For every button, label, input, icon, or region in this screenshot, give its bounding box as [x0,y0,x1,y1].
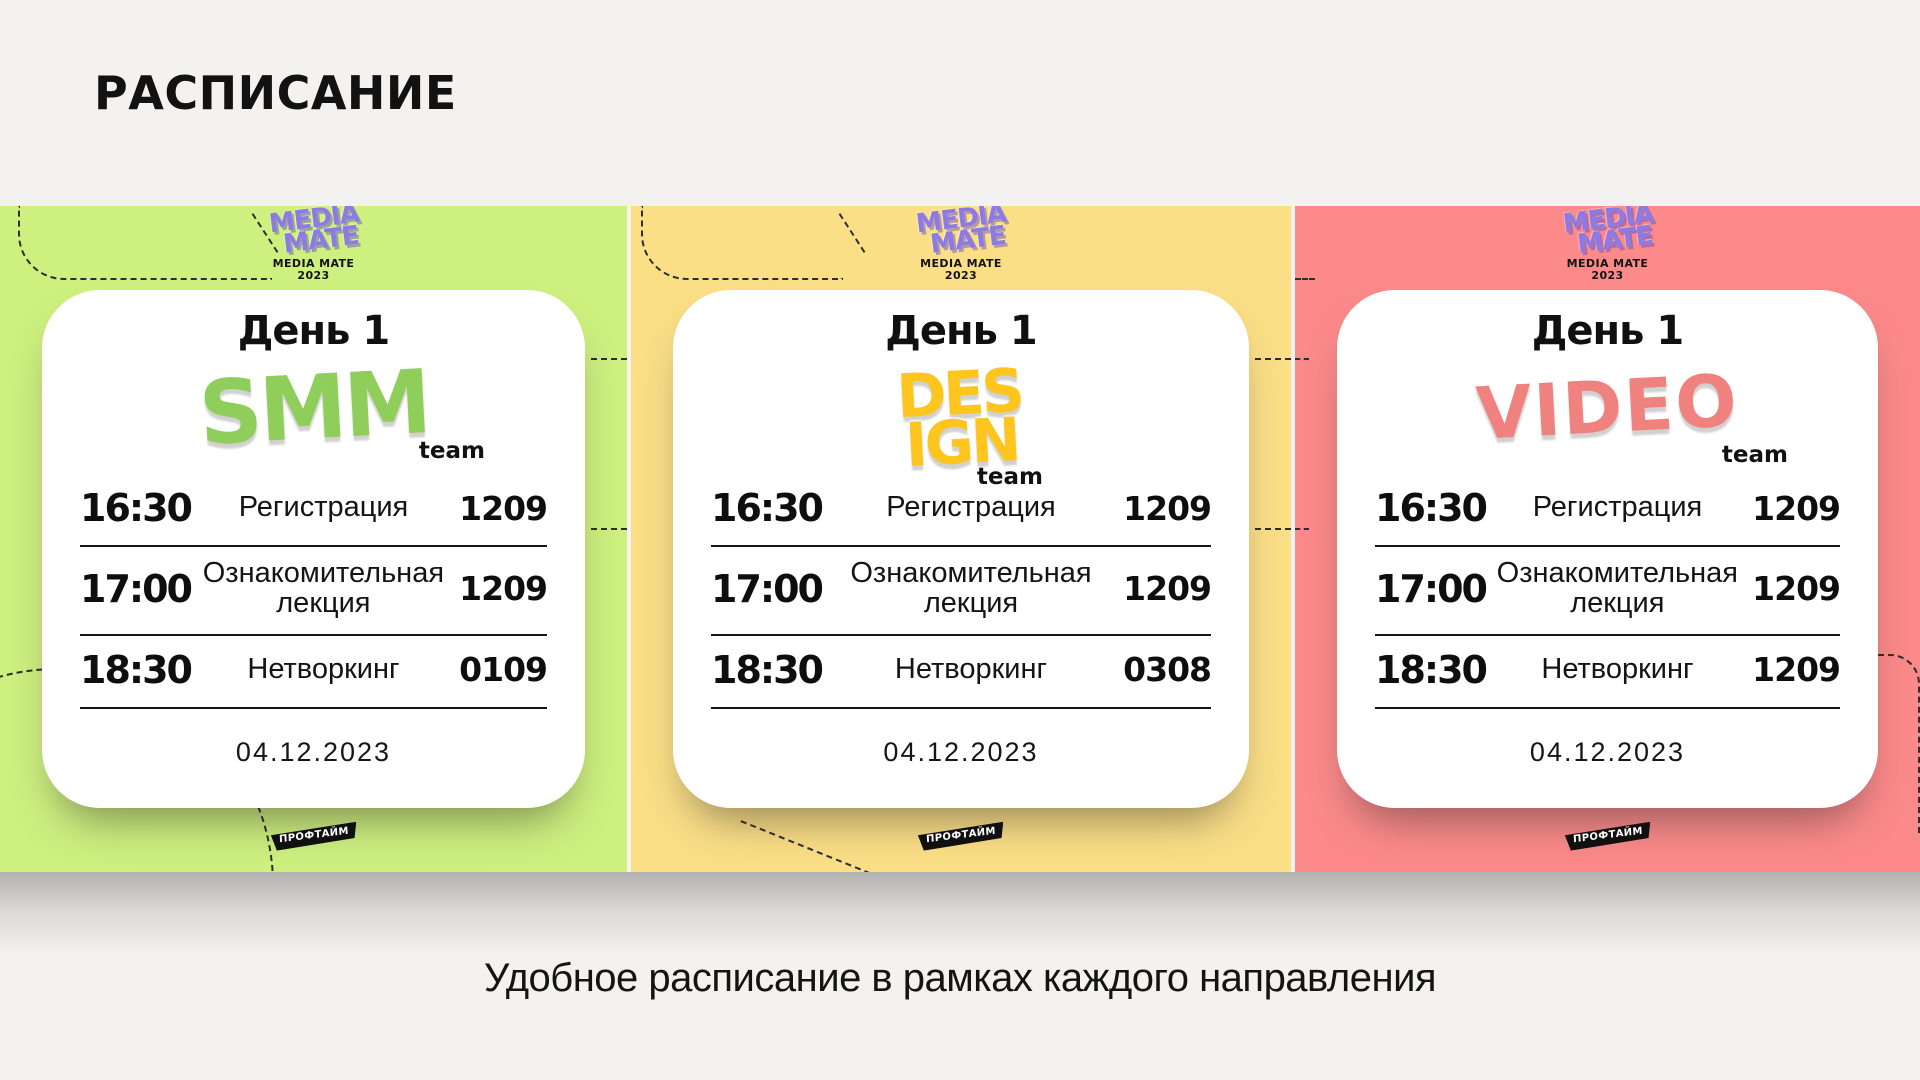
row-room: 1209 [459,488,548,528]
schedule-date: 04.12.2023 [1529,737,1686,767]
team-bubble-line: VIDEO [1474,358,1741,457]
schedule-row: 18:30 Нетворкинг 0109 [80,636,548,709]
media-mate-caption-line2: 2023 [297,268,330,282]
cards-row: MEDIA MATE MEDIA MATE 2023 День 1 SMM te… [0,206,1920,872]
team-bubble-text: SMM [196,349,431,465]
row-room: 0308 [1123,650,1212,690]
dashed-decoration [591,528,627,530]
media-mate-caption: MEDIA MATE 2023 [229,256,399,282]
team-label: team [976,464,1043,490]
media-mate-caption-line1: MEDIA MATE [920,256,1002,270]
day-title: День 1 [1531,308,1684,354]
row-activity: Регистрация [238,491,409,524]
row-activity: Нетворкинг [1541,652,1694,685]
schedule-row: 17:00 Ознакомительная лекция 1209 [711,547,1212,636]
media-mate-caption-line1: MEDIA MATE [1566,256,1649,270]
row-room: 1209 [459,569,548,609]
row-time: 18:30 [1375,647,1488,692]
row-room: 0109 [459,650,548,690]
media-mate-logo: MEDIA MATE MEDIA MATE 2023 [876,206,1046,282]
team-label: team [1721,442,1788,468]
schedule-row: 17:00 Ознакомительная лекция 1209 [80,547,548,636]
cards-drop-shadow [0,872,1920,972]
schedule-date: 04.12.2023 [235,737,392,767]
proftime-logo: ПРОФТАЙМ [1564,822,1651,852]
schedule-panel-video: День 1 VIDEO team 16:30 Регистрация 1209 [1337,290,1878,808]
schedule-date: 04.12.2023 [883,737,1039,767]
schedule-card-smm: MEDIA MATE MEDIA MATE 2023 День 1 SMM te… [0,206,627,872]
team-bubble-line: SMM [196,349,431,465]
row-activity: Ознакомительная лекция [1496,557,1738,619]
schedule-card-video: MEDIA MATE MEDIA MATE 2023 День 1 VIDEO … [1295,206,1920,872]
row-time: 17:00 [1375,566,1488,611]
schedule-row: 16:30 Регистрация 1209 [1375,474,1841,547]
dashed-decoration [740,820,890,872]
row-time: 18:30 [711,647,824,692]
schedule-row: 18:30 Нетворкинг 0308 [711,636,1212,709]
dashed-decoration [1255,358,1291,360]
team-logo-video: VIDEO team [1375,352,1840,468]
schedule-panel-design: День 1 DES IGN team 16:30 Регистрация 12… [673,290,1249,808]
dashed-decoration [1295,358,1309,360]
row-time: 16:30 [711,486,824,530]
media-mate-caption: MEDIA MATE 2023 [876,256,1046,282]
row-room: 1209 [1752,569,1841,609]
dashed-decoration [591,358,627,360]
schedule-row: 18:30 Нетворкинг 1209 [1375,636,1841,709]
team-label: team [418,438,485,464]
media-mate-caption-line1: MEDIA MATE [272,256,355,270]
dashed-decoration [1295,528,1309,530]
row-activity: Нетворкинг [894,652,1048,685]
schedule-rows: 16:30 Регистрация 1209 17:00 Ознакомител… [711,474,1212,709]
dashed-decoration [1255,528,1291,530]
schedule-card-design: MEDIA MATE MEDIA MATE 2023 День 1 DES IG… [631,206,1291,872]
row-time: 17:00 [80,566,193,611]
dashed-decoration [1878,654,1920,836]
row-time: 16:30 [80,486,193,530]
proftime-logo: ПРОФТАЙМ [270,822,357,852]
team-bubble-text: DES IGN [895,356,1026,481]
day-title: День 1 [237,308,390,354]
team-bubble-text: VIDEO [1474,358,1741,457]
day-title: День 1 [885,308,1037,354]
row-time: 18:30 [80,647,193,692]
media-mate-caption-line2: 2023 [1591,268,1624,282]
schedule-panel-smm: День 1 SMM team 16:30 Регистрация 1209 [42,290,585,808]
row-room: 1209 [1123,569,1212,609]
row-activity: Ознакомительная лекция [202,557,445,619]
row-room: 1209 [1123,488,1212,528]
dashed-decoration [641,206,843,280]
schedule-rows: 16:30 Регистрация 1209 17:00 Ознакомител… [80,474,548,709]
proftime-logo: ПРОФТАЙМ [918,822,1005,852]
team-logo-design: DES IGN team [711,352,1211,490]
schedule-row: 16:30 Регистрация 1209 [711,474,1212,547]
media-mate-caption: MEDIA MATE 2023 [1523,256,1693,282]
team-logo-smm: SMM team [80,349,547,465]
row-activity: Нетворкинг [247,652,400,685]
media-mate-logo: MEDIA MATE MEDIA MATE 2023 [229,206,399,282]
row-activity: Ознакомительная лекция [850,557,1092,619]
row-time: 17:00 [711,566,824,611]
row-activity: Регистрация [1532,491,1703,524]
row-room: 1209 [1752,650,1841,690]
media-mate-caption-line2: 2023 [944,268,978,282]
schedule-rows: 16:30 Регистрация 1209 17:00 Ознакомител… [1375,474,1841,709]
schedule-row: 16:30 Регистрация 1209 [80,474,548,547]
media-mate-logo: MEDIA MATE MEDIA MATE 2023 [1523,206,1693,282]
row-activity: Регистрация [886,491,1056,524]
row-room: 1209 [1752,488,1841,528]
dashed-decoration [838,213,866,253]
schedule-row: 17:00 Ознакомительная лекция 1209 [1375,547,1841,636]
page-title: РАСПИСАНИЕ [94,66,457,120]
bottom-caption: Удобное расписание в рамках каждого напр… [483,956,1437,1000]
row-time: 16:30 [1375,486,1488,530]
dashed-decoration [1295,206,1315,280]
